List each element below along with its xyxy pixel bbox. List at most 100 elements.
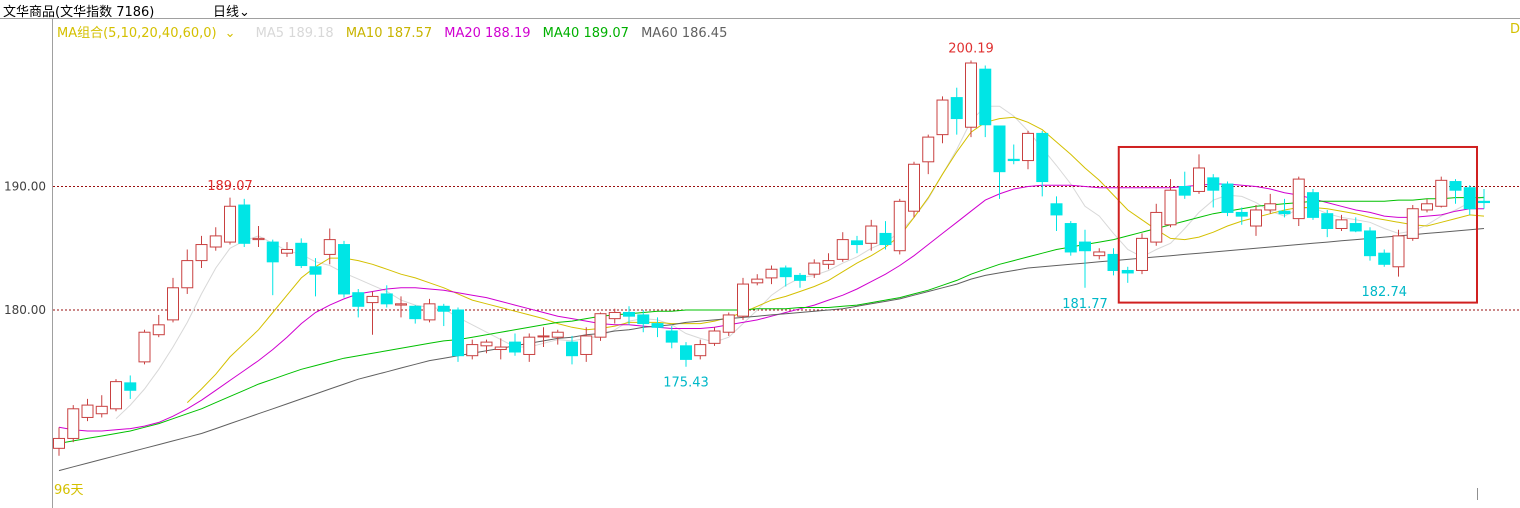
candle[interactable] bbox=[765, 265, 778, 285]
candle[interactable] bbox=[708, 327, 721, 346]
candle[interactable] bbox=[865, 219, 878, 251]
candle[interactable] bbox=[295, 238, 308, 269]
candle[interactable] bbox=[851, 235, 863, 254]
candle[interactable] bbox=[1435, 176, 1448, 208]
candle[interactable] bbox=[338, 240, 350, 298]
candle[interactable] bbox=[309, 258, 322, 297]
candle[interactable] bbox=[1150, 203, 1163, 246]
candle[interactable] bbox=[224, 197, 236, 245]
candle[interactable] bbox=[480, 339, 493, 354]
candle[interactable] bbox=[893, 198, 906, 255]
candle[interactable] bbox=[1193, 154, 1205, 194]
candle[interactable] bbox=[494, 338, 507, 360]
candle[interactable] bbox=[1406, 205, 1419, 241]
candle[interactable] bbox=[124, 375, 137, 399]
candle[interactable] bbox=[1050, 196, 1063, 231]
candle[interactable] bbox=[1378, 249, 1391, 267]
ma-combo-selector[interactable]: MA组合(5,10,20,40,60,0) ⌄ bbox=[57, 26, 248, 41]
candle[interactable] bbox=[1335, 214, 1348, 231]
candle[interactable] bbox=[523, 333, 536, 362]
candle[interactable] bbox=[608, 308, 621, 324]
candle[interactable] bbox=[751, 274, 764, 286]
candle[interactable] bbox=[380, 285, 393, 308]
candle[interactable] bbox=[395, 296, 407, 318]
candle[interactable] bbox=[694, 339, 707, 360]
candle[interactable] bbox=[323, 228, 336, 265]
candle[interactable] bbox=[53, 427, 65, 456]
candle[interactable] bbox=[580, 327, 593, 362]
candle[interactable] bbox=[936, 96, 949, 144]
candle[interactable] bbox=[167, 277, 179, 323]
candle[interactable] bbox=[594, 312, 607, 341]
candle[interactable] bbox=[822, 253, 835, 270]
candle[interactable] bbox=[665, 326, 678, 349]
candle[interactable] bbox=[1079, 229, 1091, 288]
candle[interactable] bbox=[680, 342, 692, 367]
candle[interactable] bbox=[252, 226, 265, 248]
candle[interactable] bbox=[1235, 207, 1248, 225]
period-label[interactable]: 日线 bbox=[213, 5, 240, 20]
candle[interactable] bbox=[1164, 179, 1177, 228]
candle[interactable] bbox=[836, 232, 849, 262]
candle[interactable] bbox=[195, 235, 208, 269]
candle[interactable] bbox=[437, 303, 450, 327]
candle[interactable] bbox=[509, 333, 521, 356]
candle[interactable] bbox=[1121, 266, 1134, 283]
candle[interactable] bbox=[238, 198, 251, 248]
candle[interactable] bbox=[281, 242, 293, 257]
candle[interactable] bbox=[1449, 179, 1462, 204]
ma-combo-label[interactable]: MA组合(5,10,20,40,60,0) bbox=[57, 26, 217, 41]
candle[interactable] bbox=[637, 310, 650, 333]
candle[interactable] bbox=[1107, 248, 1120, 276]
candle[interactable] bbox=[95, 395, 108, 418]
candle[interactable] bbox=[623, 306, 635, 325]
candle[interactable] bbox=[452, 307, 464, 362]
candle[interactable] bbox=[808, 259, 821, 278]
candle[interactable] bbox=[1178, 171, 1191, 199]
candle[interactable] bbox=[1349, 217, 1362, 233]
chevron-down-icon[interactable]: ⌄ bbox=[224, 26, 236, 41]
candle[interactable] bbox=[1321, 209, 1334, 238]
candle[interactable] bbox=[1136, 233, 1148, 275]
candle[interactable] bbox=[1364, 227, 1376, 261]
candle[interactable] bbox=[922, 134, 935, 175]
candle[interactable] bbox=[110, 379, 122, 412]
candle[interactable] bbox=[908, 161, 920, 218]
candle[interactable] bbox=[67, 405, 80, 443]
candle[interactable] bbox=[1392, 229, 1405, 277]
candle[interactable] bbox=[651, 317, 664, 338]
candle[interactable] bbox=[551, 329, 564, 345]
candle[interactable] bbox=[794, 272, 806, 288]
candle[interactable] bbox=[409, 305, 422, 324]
candle[interactable] bbox=[152, 314, 165, 338]
candle[interactable] bbox=[366, 291, 379, 335]
candle[interactable] bbox=[722, 312, 735, 336]
candle[interactable] bbox=[1064, 221, 1077, 256]
candle[interactable] bbox=[466, 339, 479, 360]
candle[interactable] bbox=[993, 125, 1006, 199]
candle[interactable] bbox=[1007, 144, 1020, 165]
candle[interactable] bbox=[1478, 188, 1490, 209]
candle[interactable] bbox=[1022, 130, 1034, 170]
candle[interactable] bbox=[1264, 193, 1277, 214]
candle[interactable] bbox=[979, 65, 992, 138]
candle[interactable] bbox=[81, 398, 94, 422]
candle[interactable] bbox=[1463, 185, 1476, 215]
candle[interactable] bbox=[1278, 198, 1291, 218]
candle[interactable] bbox=[965, 60, 977, 138]
candle[interactable] bbox=[1292, 176, 1305, 227]
candle[interactable] bbox=[1036, 130, 1049, 197]
candle[interactable] bbox=[181, 249, 194, 294]
candle[interactable] bbox=[352, 289, 365, 318]
candle[interactable] bbox=[138, 329, 151, 365]
chevron-down-icon[interactable]: ⌄ bbox=[239, 5, 250, 20]
candle[interactable] bbox=[1093, 248, 1106, 260]
period-selector[interactable]: 日线⌄ bbox=[213, 1, 250, 20]
candle[interactable] bbox=[779, 265, 792, 287]
candle[interactable] bbox=[737, 277, 749, 320]
candle[interactable] bbox=[1307, 188, 1319, 220]
candle[interactable] bbox=[879, 221, 892, 250]
candle[interactable] bbox=[1221, 181, 1234, 217]
candle[interactable] bbox=[1250, 205, 1262, 236]
